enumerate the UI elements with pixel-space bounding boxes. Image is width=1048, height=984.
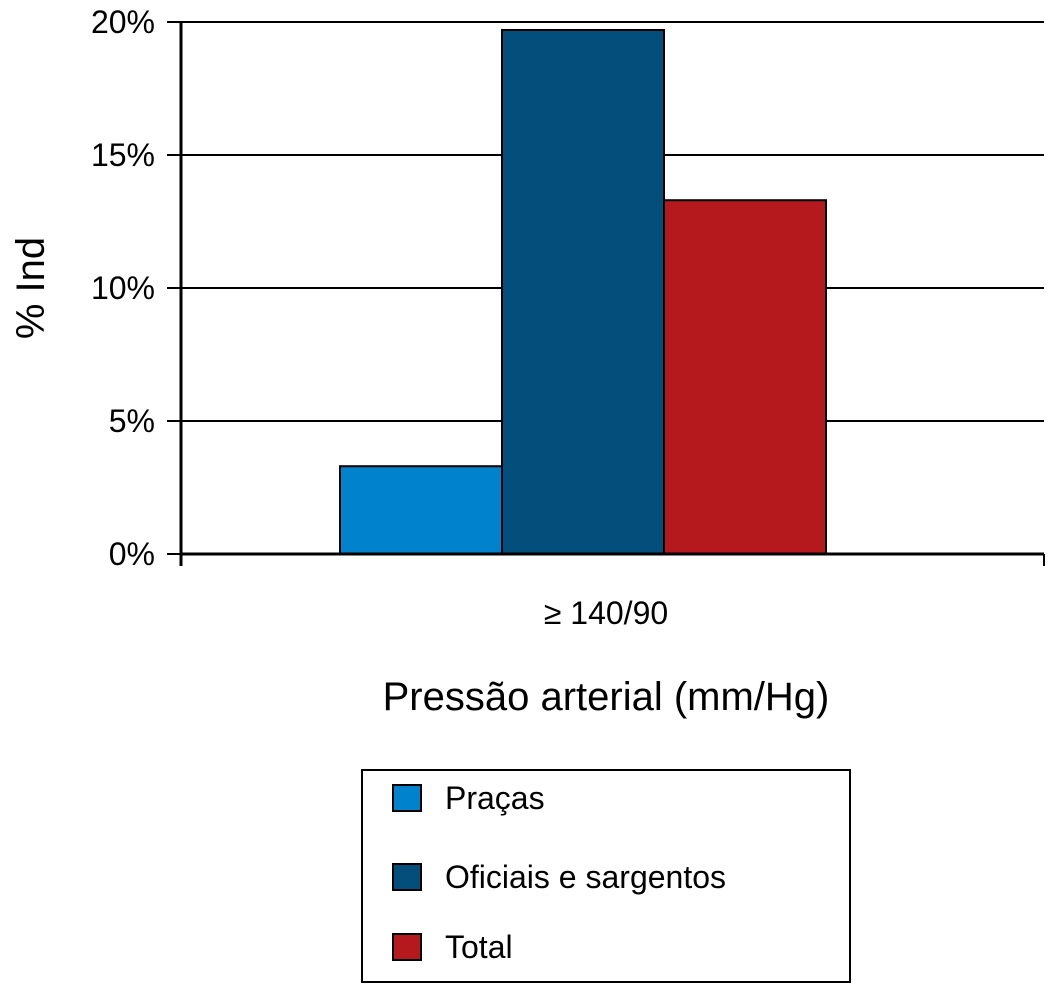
legend-swatch <box>392 933 422 961</box>
legend-swatch <box>392 784 422 812</box>
y-tick-label: 0% <box>109 536 155 572</box>
legend-label: Praças <box>445 780 545 816</box>
y-tick-label: 10% <box>91 270 155 306</box>
y-tick-label: 15% <box>91 137 155 173</box>
legend-box <box>361 769 851 983</box>
x-category-labels: ≥ 140/90 <box>544 595 668 631</box>
legend: Praças Oficiais e sargentos Total <box>361 769 851 983</box>
legend-label: Oficiais e sargentos <box>445 859 726 895</box>
y-axis-label: % Ind <box>9 237 53 339</box>
bar-oficiais-e-sargentos <box>501 28 665 556</box>
x-axis-label: Pressão arterial (mm/Hg) <box>383 675 830 719</box>
bar-pra-as <box>339 465 503 555</box>
y-tick-labels: 0% 5% 10% 15% 20% <box>91 4 155 572</box>
legend-swatch <box>392 863 422 891</box>
y-tick-label: 20% <box>91 4 155 40</box>
x-category-label: ≥ 140/90 <box>544 595 668 631</box>
bar-total <box>663 199 827 555</box>
y-tick-label: 5% <box>109 403 155 439</box>
legend-label: Total <box>445 929 513 965</box>
axes <box>167 21 1045 566</box>
bars <box>339 28 827 556</box>
